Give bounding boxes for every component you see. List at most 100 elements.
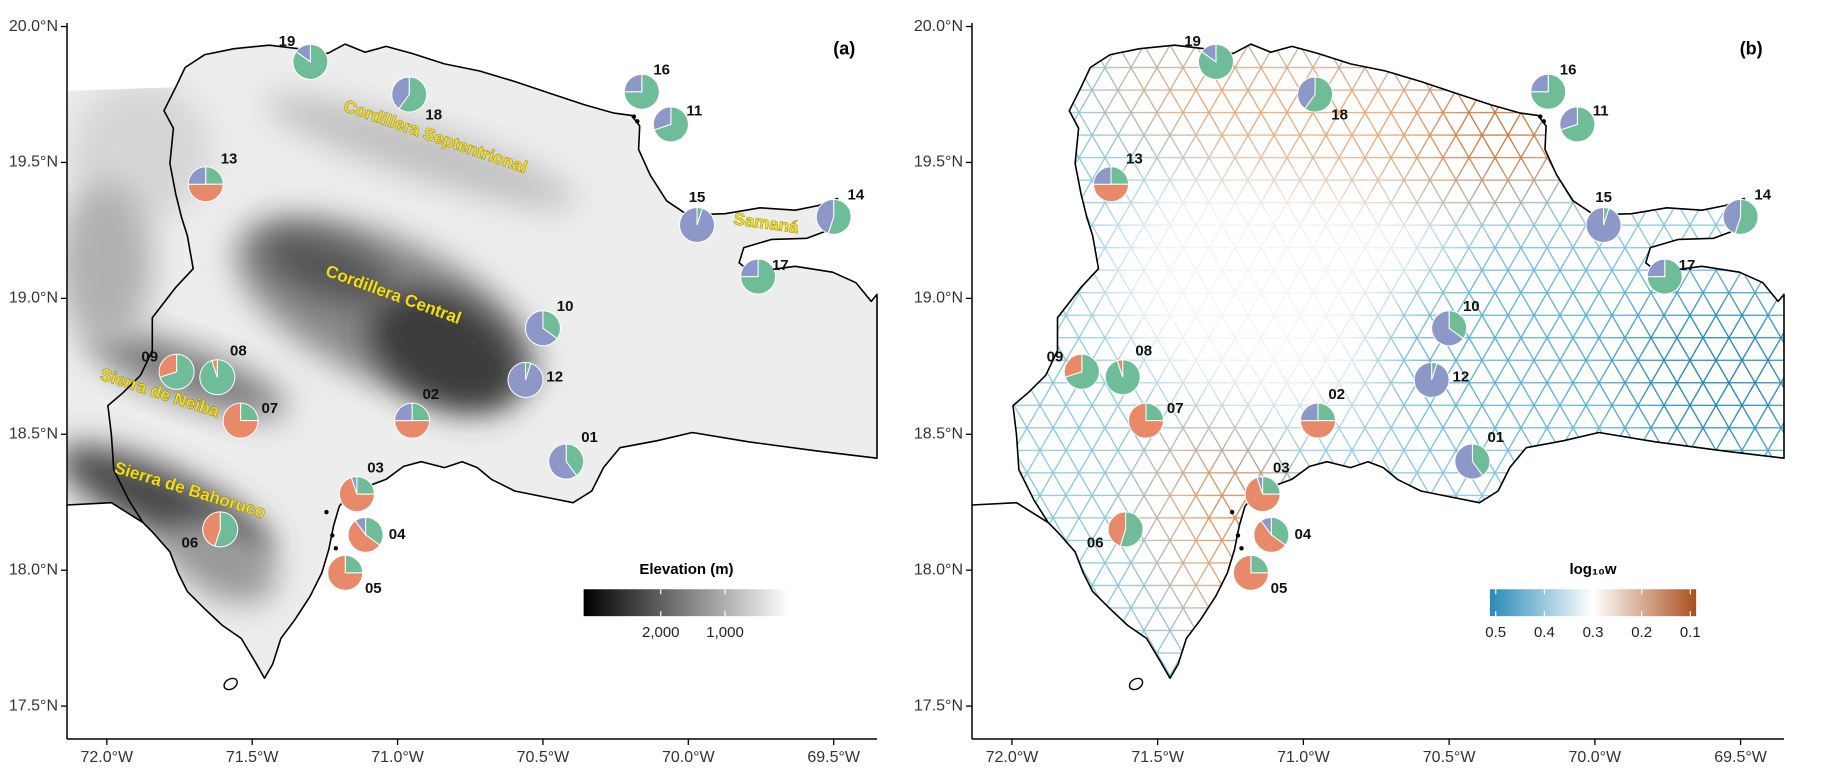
pie-slice: [1256, 476, 1264, 495]
site-label: 01: [1487, 429, 1504, 446]
pie-slice: [1299, 402, 1319, 422]
legend-tick-label: 0.4: [1534, 624, 1555, 641]
site-pie: [187, 166, 224, 203]
pie-slice: [347, 519, 381, 553]
site-label: 03: [1273, 459, 1290, 476]
x-tick-label: 71.0°W: [1277, 749, 1331, 766]
pie-slice: [524, 310, 558, 347]
pie-slice: [1646, 258, 1683, 295]
site-pie: [507, 361, 544, 398]
pie-slice: [391, 76, 410, 110]
site-pie: [394, 402, 431, 439]
site-label: 08: [230, 342, 247, 359]
pie-slice: [295, 43, 311, 63]
pie-slice: [398, 76, 428, 113]
sample-point: [1239, 546, 1244, 551]
island: [1128, 677, 1144, 691]
relief-shade: [168, 519, 277, 604]
sample-point: [1235, 533, 1241, 538]
pie-slice: [211, 359, 218, 378]
y-tick-label: 20.0°N: [9, 18, 58, 35]
sample-point: [1229, 509, 1235, 515]
y-tick-label: 17.5°N: [914, 697, 963, 714]
pie-slice: [394, 420, 431, 439]
site-label: 10: [1463, 298, 1480, 315]
site-pie: [1232, 554, 1269, 591]
x-tick-label: 71.5°W: [1131, 749, 1185, 766]
pie-slice: [1063, 353, 1083, 378]
site-label: 01: [581, 429, 598, 446]
panel-label: (a): [833, 39, 855, 59]
pie-slice: [365, 516, 384, 546]
site-label: 19: [1184, 33, 1201, 50]
relief-shade: [368, 289, 521, 412]
site-label: 03: [367, 459, 384, 476]
site-pie: [292, 43, 329, 80]
site-pie: [815, 198, 852, 235]
pie-slice: [1304, 76, 1334, 113]
pie-slice: [815, 198, 835, 235]
relief-shade: [1104, 139, 1456, 421]
island: [223, 677, 238, 691]
x-tick-label: 70.0°W: [1569, 749, 1623, 766]
site-label: 19: [279, 33, 296, 50]
x-tick-label: 72.0°W: [81, 749, 135, 766]
site-pie: [1128, 402, 1165, 439]
x-tick-label: 69.5°W: [1714, 749, 1768, 766]
legend-tick-label: 0.5: [1485, 624, 1506, 641]
site-label: 18: [425, 106, 442, 123]
pie-slice: [1448, 310, 1468, 340]
pie-slice: [1471, 443, 1491, 477]
pie-slice: [679, 206, 715, 243]
site-label: 14: [848, 187, 865, 204]
site-pie: [1244, 476, 1281, 513]
pie-slice: [222, 402, 259, 439]
x-tick-label: 70.5°W: [517, 749, 571, 766]
site-label: 07: [1167, 400, 1184, 417]
panel-label: (b): [1740, 39, 1763, 59]
pie-slice: [1413, 361, 1450, 398]
site-pie: [548, 443, 585, 480]
site-pie: [623, 73, 660, 110]
coastline: [1012, 43, 1785, 679]
site-label: 08: [1135, 342, 1152, 359]
y-tick-label: 20.0°N: [914, 18, 963, 35]
sample-point: [635, 119, 640, 124]
site-pie: [391, 76, 428, 113]
site-label: 17: [772, 257, 789, 274]
site-pie: [524, 310, 561, 347]
pie-slice: [1299, 420, 1336, 439]
pie-slice: [1585, 206, 1622, 243]
site-label: 05: [1271, 580, 1288, 597]
sample-point: [1538, 114, 1543, 119]
y-tick-label: 18.5°N: [9, 425, 58, 442]
pie-slice: [344, 554, 364, 574]
pie-slice: [1201, 43, 1217, 63]
site-label: 16: [653, 62, 670, 79]
site-pie: [1646, 258, 1683, 295]
pie-slice: [565, 443, 585, 477]
x-tick-label: 69.5°W: [807, 749, 861, 766]
site-pie: [1530, 73, 1567, 110]
site-label: 07: [261, 400, 278, 417]
site-pie: [1063, 353, 1100, 390]
site-pie: [1454, 443, 1491, 480]
y-tick-label: 18.0°N: [914, 561, 963, 578]
site-pie: [652, 106, 689, 143]
pie-slice: [1297, 76, 1316, 110]
pie-slice: [652, 106, 672, 131]
site-label: 14: [1754, 187, 1771, 204]
site-label: 02: [422, 386, 439, 403]
y-tick-label: 19.5°N: [914, 154, 963, 171]
pie-slice: [338, 476, 375, 513]
sample-point: [333, 546, 339, 551]
pie-slice: [542, 310, 561, 340]
pie-slice: [1244, 476, 1281, 513]
coastline: [971, 501, 1049, 524]
site-label: 18: [1331, 106, 1348, 123]
site-pie: [1107, 511, 1144, 548]
relief-shade: [1615, 280, 1784, 468]
site-pie: [199, 359, 236, 396]
pie-slice: [1250, 554, 1269, 574]
pie-slice: [507, 361, 544, 398]
